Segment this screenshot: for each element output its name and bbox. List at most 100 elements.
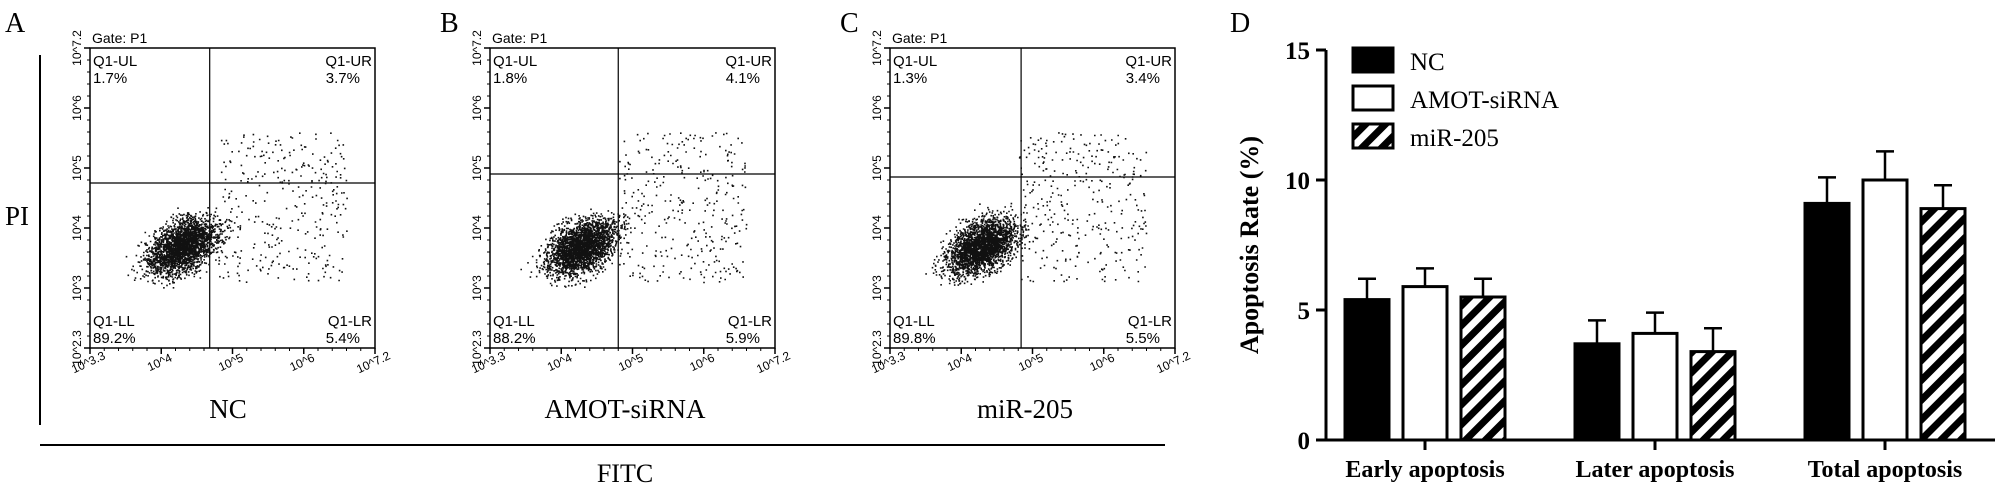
flow-y-axis-label: PI [5, 201, 29, 231]
flow-x-tick-label: 10^6 [1087, 350, 1116, 374]
bar-y-axis-label: Apoptosis Rate (%) [1235, 136, 1264, 354]
bar-y-tick-label: 5 [1298, 298, 1311, 325]
bar-1-0 [1401, 285, 1449, 442]
quadrant-ul-name: Q1-UL [93, 53, 137, 70]
bar-y-tick-label: 0 [1298, 428, 1311, 455]
flow-plot-frame [89, 47, 376, 349]
bar-2-1 [1689, 350, 1737, 442]
flow-x-axis-label: FITC [597, 459, 653, 488]
flow-panel-caption: AMOT-siRNA [544, 394, 706, 424]
quadrant-ur-pct: 3.7% [326, 70, 360, 87]
bar-0-0 [1343, 298, 1391, 442]
flow-x-tick-label: 10^6 [687, 350, 716, 374]
flow-event-dots [125, 132, 348, 289]
quadrant-ul-pct: 1.8% [493, 70, 527, 87]
bar-y-tick-label: 10 [1285, 168, 1310, 195]
flow-event-dots [520, 132, 748, 288]
quadrant-ul-pct: 1.7% [93, 70, 127, 87]
legend-swatch [1351, 46, 1395, 74]
flow-panel-caption: NC [209, 394, 247, 424]
flow-plot-frame [889, 47, 1176, 349]
flow-x-tick-label: 10^5 [216, 350, 245, 374]
panel-letter-b: B [440, 8, 459, 39]
quadrant-lr-name: Q1-LR [728, 313, 772, 330]
quadrant-ll-pct: 89.8% [893, 330, 936, 347]
quadrant-ll-pct: 88.2% [493, 330, 536, 347]
legend-label: AMOT-siRNA [1410, 87, 1559, 114]
quadrant-ul-name: Q1-UL [893, 53, 937, 70]
quadrant-ll-name: Q1-LL [493, 313, 535, 330]
flow-y-tick-label: 10^6 [70, 95, 84, 121]
bar-1-2 [1861, 178, 1909, 442]
flow-x-tick-label: 10^6 [287, 350, 316, 374]
bar-legend: NC AMOT-siRNA miR-205 [1351, 46, 1559, 152]
quadrant-ur-name: Q1-UR [725, 53, 772, 70]
quadrant-lr-name: Q1-LR [1128, 313, 1172, 330]
flow-event-dots [925, 132, 1148, 286]
flow-y-tick-label: 10^5 [470, 155, 484, 181]
flow-y-tick-label: 10^4 [70, 215, 84, 241]
flow-y-tick-label: 10^7.2 [870, 30, 884, 66]
flow-y-tick-label: 10^7.2 [70, 30, 84, 66]
flow-y-tick-label: 10^3 [470, 275, 484, 301]
flow-y-tick-label: 10^3 [870, 275, 884, 301]
panel-letter-c: C [840, 8, 859, 39]
quadrant-ll-name: Q1-LL [93, 313, 135, 330]
legend-label: NC [1410, 49, 1445, 76]
bar-marks [1343, 150, 1967, 442]
flow-x-tick-label: 10^5 [616, 350, 645, 374]
bar-category-label: Total apoptosis [1808, 457, 1963, 483]
quadrant-lr-name: Q1-LR [328, 313, 372, 330]
flow-y-tick-label: 10^5 [870, 155, 884, 181]
flow-y-tick-label: 10^3 [70, 275, 84, 301]
panel-letter-d: D [1230, 8, 1250, 39]
flow-y-tick-label: 10^6 [470, 95, 484, 121]
quadrant-ur-pct: 3.4% [1126, 70, 1160, 87]
flow-panels: Gate: P1 10^2.3 10^3 10^4 10^5 10^6 10^7.2 10^3… [69, 30, 1193, 424]
flow-x-tick-label: 10^4 [945, 350, 974, 374]
quadrant-ll-pct: 89.2% [93, 330, 136, 347]
quadrant-lr-pct: 5.4% [326, 330, 360, 347]
flow-plot-frame [489, 47, 776, 349]
quadrant-ur-name: Q1-UR [325, 53, 372, 70]
flow-panel-0: Gate: P110^2.310^310^410^510^610^7.210^3… [69, 30, 393, 424]
bar-0-1 [1573, 342, 1621, 442]
flow-y-tick-label: 10^4 [870, 215, 884, 241]
flow-x-tick-label: 10^7.2 [354, 348, 393, 376]
flow-x-tick-label: 10^4 [145, 350, 174, 374]
quadrant-lr-pct: 5.9% [726, 330, 760, 347]
panel-letter-a: A [5, 8, 26, 39]
flow-y-tick-label: 10^7.2 [470, 30, 484, 66]
bar-category-label: Early apoptosis [1345, 457, 1504, 483]
flow-y-tick-label: 10^5 [70, 155, 84, 181]
quadrant-ll-name: Q1-LL [893, 313, 935, 330]
flow-gate-label: Gate: P1 [892, 30, 947, 46]
flow-gate-label: Gate: P1 [492, 30, 547, 46]
bar-category-label: Later apoptosis [1576, 457, 1735, 483]
legend-label: miR-205 [1410, 125, 1499, 152]
quadrant-ul-name: Q1-UL [493, 53, 537, 70]
flow-y-tick-label: 10^2.3 [470, 330, 484, 366]
flow-x-tick-label: 10^7.2 [754, 348, 793, 376]
flow-y-tick-label: 10^2.3 [870, 330, 884, 366]
quadrant-ul-pct: 1.3% [893, 70, 927, 87]
flow-y-tick-label: 10^6 [870, 95, 884, 121]
bar-0-2 [1803, 201, 1851, 442]
flow-y-tick-label: 10^2.3 [70, 330, 84, 366]
bar-y-tick-label: 15 [1285, 38, 1310, 65]
bar-2-2 [1919, 207, 1967, 442]
legend-swatch [1351, 84, 1395, 112]
quadrant-lr-pct: 5.5% [1126, 330, 1160, 347]
bar-1-1 [1631, 331, 1679, 442]
flow-y-tick-label: 10^4 [470, 215, 484, 241]
flow-panel-1: Gate: P110^2.310^310^410^510^610^7.210^3… [469, 30, 793, 424]
legend-swatch [1351, 122, 1395, 150]
flow-x-tick-label: 10^7.2 [1154, 348, 1193, 376]
flow-panel-2: Gate: P110^2.310^310^410^510^610^7.210^3… [869, 30, 1193, 424]
flow-x-tick-label: 10^4 [545, 350, 574, 374]
bar-chart: Apoptosis Rate (%) 0 5 10 15 Early apoptosis… [1235, 38, 1995, 483]
quadrant-ur-pct: 4.1% [726, 70, 760, 87]
flow-panel-caption: miR-205 [977, 394, 1073, 424]
quadrant-ur-name: Q1-UR [1125, 53, 1172, 70]
